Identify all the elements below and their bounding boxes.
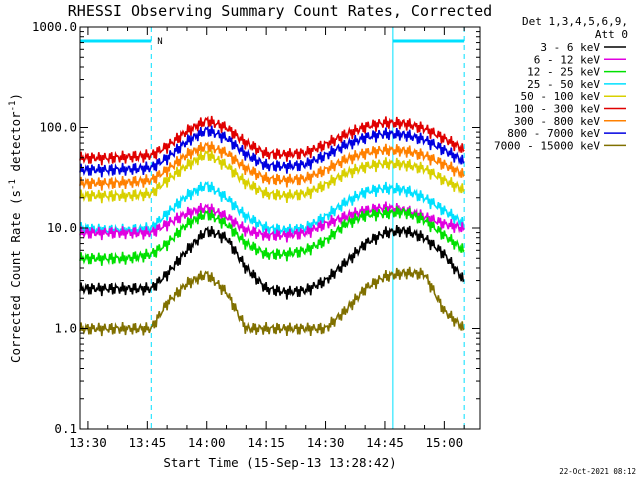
y-axis-label-sup2: -1	[8, 101, 18, 112]
legend-label: 50 - 100 keV	[521, 90, 601, 103]
x-tick-label: 13:45	[129, 435, 167, 450]
legend-label: 25 - 50 keV	[527, 78, 600, 91]
footer-date: 22-Oct-2021 08:12	[559, 467, 636, 476]
y-tick-label: 1000.0	[32, 19, 77, 34]
legend-label: 6 - 12 keV	[534, 53, 601, 66]
legend-label: 3 - 6 keV	[540, 41, 600, 54]
y-axis-label-sup1: -1	[8, 179, 18, 190]
x-axis: 13:30 13:45 14:00 14:15 14:30 14:45 15:00	[69, 27, 465, 450]
series-line	[79, 115, 465, 166]
x-tick-label: 14:00	[188, 435, 226, 450]
x-tick-label: 14:45	[366, 435, 404, 450]
y-tick-label: 1.0	[54, 321, 77, 336]
series-line	[79, 125, 465, 178]
x-tick-label: 13:30	[69, 435, 107, 450]
x-tick-label: 15:00	[426, 435, 464, 450]
chart-title: RHESSI Observing Summary Count Rates, Co…	[68, 2, 492, 20]
legend-header-line-2: Att 0	[595, 28, 628, 41]
night-bands: N	[79, 27, 465, 429]
x-axis-label: Start Time (15-Sep-13 13:28:42)	[163, 455, 396, 470]
series-line	[79, 141, 465, 191]
series-line	[79, 206, 465, 266]
night-label: N	[157, 37, 162, 47]
y-tick-label: 100.0	[39, 120, 77, 135]
x-tick-label: 14:30	[307, 435, 345, 450]
y-tick-label: 10.0	[47, 220, 77, 235]
series-group	[79, 115, 465, 337]
y-axis-label: Corrected Count Rate (s-1 detector-1)	[8, 93, 23, 363]
series-line	[79, 266, 465, 337]
series-line	[79, 180, 465, 238]
y-axis-label-middle: detector	[8, 111, 23, 179]
legend-label: 12 - 25 keV	[527, 66, 600, 79]
legend-label: 800 - 7000 keV	[507, 127, 600, 140]
y-axis-label-suffix: )	[8, 93, 23, 101]
legend-label: 100 - 300 keV	[514, 103, 600, 116]
legend-header-line-1: Det 1,3,4,5,6,9,	[522, 15, 628, 28]
y-tick-label: 0.1	[54, 421, 77, 436]
series-line	[79, 149, 465, 204]
series-line	[79, 225, 465, 300]
legend-label: 7000 - 15000 keV	[494, 139, 600, 152]
x-tick-label: 14:15	[247, 435, 285, 450]
y-axis-label-prefix: Corrected Count Rate (s	[8, 190, 23, 363]
y-axis: 0.1 1.0 10.0 100.0 1000.0	[32, 19, 480, 436]
legend-label: 300 - 800 keV	[514, 115, 600, 128]
